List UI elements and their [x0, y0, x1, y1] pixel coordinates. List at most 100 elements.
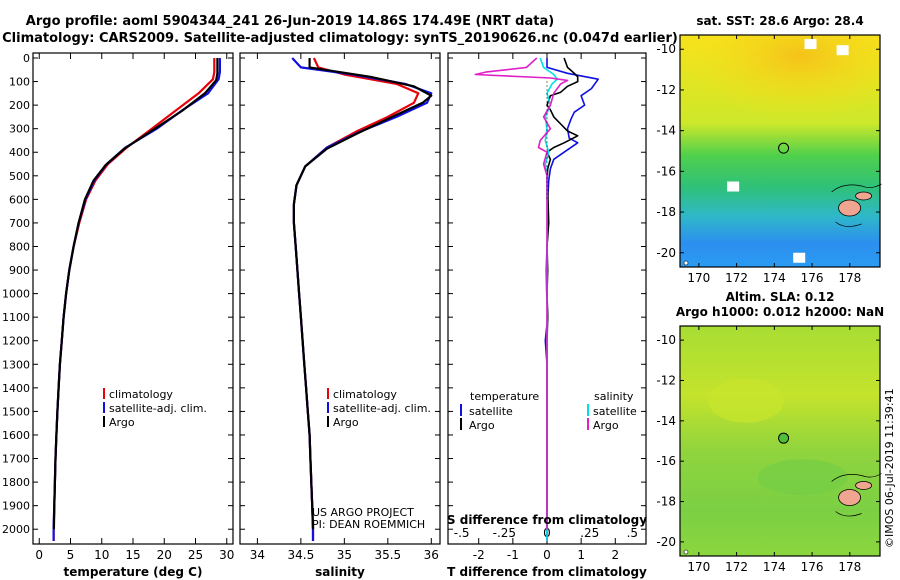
series-line-argo — [52, 58, 219, 530]
sla-map-body: -10 -12 -14 -16 -18 -20 170 172 174 176 178 — [656, 325, 882, 574]
bathymetry-contour — [835, 221, 862, 227]
sla-map: Altim. SLA: 0.12 Argo h1000: 0.012 h2000… — [656, 290, 884, 574]
sst-map-body: -10 -12 -14 -16 -18 -20 170 172 174 176 178 — [656, 34, 882, 285]
map-frame — [679, 325, 881, 557]
legend-label: Argo — [469, 419, 495, 432]
depth-tick-label: 600 — [9, 193, 30, 206]
depth-tick-label: 1100 — [2, 311, 30, 324]
legend-label: satellite — [469, 405, 513, 418]
lat-tick-label: -14 — [656, 414, 676, 428]
depth-tick-label: 1300 — [2, 358, 30, 371]
x-tick-label: 0 — [543, 548, 551, 562]
temperature-series — [52, 58, 221, 541]
depth-tick-label: 100 — [9, 76, 30, 89]
lon-tick-label: 178 — [838, 560, 861, 574]
bathymetry-contour — [831, 473, 882, 482]
s-tick-label: -.25 — [493, 526, 516, 540]
depth-tick-label: 2000 — [2, 523, 30, 536]
temperature-xlabel: temperature (deg C) — [64, 565, 203, 579]
salinity-frame — [239, 52, 441, 545]
temperature-frame — [32, 52, 234, 545]
x-tick-label: 2 — [611, 548, 619, 562]
legend-heading-temperature: temperature — [470, 390, 539, 403]
temperature-ticks: 0100200300400500600700800900100011001200… — [2, 52, 234, 562]
x-tick-label: 30 — [219, 548, 234, 562]
x-tick-label: 20 — [157, 548, 172, 562]
difference-series — [474, 57, 600, 541]
lon-tick-label: 170 — [687, 560, 710, 574]
imos-credit: ©IMOS 06-Jul-2019 11:39:41 — [883, 388, 896, 548]
lat-tick-label: -12 — [656, 83, 676, 97]
figure-title-line2: Climatology: CARS2009. Satellite-adjuste… — [2, 31, 678, 46]
x-tick-label: 1 — [577, 548, 585, 562]
sst-map: sat. SST: 28.6 Argo: 28.4 -10-12-14-16-1… — [656, 14, 882, 285]
map-missing-data — [804, 39, 817, 50]
map-missing-data — [793, 252, 806, 263]
lat-tick-label: -10 — [656, 42, 676, 56]
sla-map-title-line1: Altim. SLA: 0.12 — [726, 290, 835, 304]
map-missing-data — [836, 45, 849, 56]
lat-tick-label: -16 — [656, 164, 676, 178]
depth-tick-label: 1500 — [2, 405, 30, 418]
map-low-anomaly — [757, 459, 848, 496]
lat-tick-label: -18 — [656, 495, 676, 509]
map-warm-patch — [680, 35, 880, 140]
argo-project-label: US ARGO PROJECT — [312, 506, 414, 519]
x-tick-label: 35 — [337, 548, 352, 562]
lon-tick-label: 170 — [687, 271, 710, 285]
series-line-argo — [292, 58, 433, 530]
salinity-series — [291, 57, 433, 541]
s-tick-label: -.5 — [454, 526, 470, 540]
map-frame — [679, 34, 881, 268]
lat-tick-label: -14 — [656, 124, 676, 138]
x-tick-label: 35.5 — [374, 548, 401, 562]
argo-pi-label: PI: DEAN ROEMMICH — [312, 518, 425, 531]
s-difference-xlabel: S difference from climatology — [447, 513, 647, 527]
s-tick-label: .25 — [580, 526, 599, 540]
x-tick-label: 25 — [188, 548, 203, 562]
lon-tick-label: 176 — [801, 271, 824, 285]
lon-tick-label: 178 — [838, 271, 861, 285]
lat-tick-label: -12 — [656, 373, 676, 387]
t-difference-xlabel: T difference from climatology — [447, 565, 647, 579]
lat-tick-label: -18 — [656, 205, 676, 219]
small-island — [683, 260, 689, 266]
x-tick-label: 15 — [125, 548, 140, 562]
depth-tick-label: 800 — [9, 240, 30, 253]
depth-tick-label: 0 — [23, 52, 30, 65]
lon-tick-label: 176 — [801, 560, 824, 574]
lon-tick-label: 174 — [763, 271, 786, 285]
island-shape — [855, 481, 872, 490]
legend-label: satellite-adj. clim. — [333, 402, 431, 415]
x-tick-label: 0 — [35, 548, 43, 562]
x-tick-label: -2 — [473, 548, 485, 562]
depth-tick-label: 1700 — [2, 453, 30, 466]
x-tick-label: 34.5 — [288, 548, 315, 562]
small-island — [683, 549, 689, 555]
bathymetry-contour — [835, 511, 862, 517]
x-tick-label: 34 — [250, 548, 265, 562]
difference-panel: -2 -1 0 1 2-.5 -.25 0.25.5 temperaturesatellit… — [447, 52, 647, 579]
x-tick-label: 5 — [67, 548, 75, 562]
legend-heading-salinity: salinity — [594, 390, 634, 403]
depth-tick-label: 1800 — [2, 476, 30, 489]
map-missing-data — [727, 181, 740, 192]
sst-map-title: sat. SST: 28.6 Argo: 28.4 — [696, 14, 863, 28]
bathymetry-contour — [831, 183, 882, 193]
lat-tick-label: -20 — [656, 246, 676, 260]
s-tick-label: .5 — [627, 526, 638, 540]
legend-label: Argo — [593, 419, 619, 432]
depth-tick-label: 1900 — [2, 500, 30, 513]
lat-tick-label: -20 — [656, 535, 676, 549]
lon-tick-label: 172 — [725, 271, 748, 285]
depth-tick-label: 1200 — [2, 335, 30, 348]
legend-label: climatology — [333, 388, 397, 401]
depth-tick-label: 200 — [9, 99, 30, 112]
salinity-xlabel: salinity — [315, 565, 365, 579]
sla-map-title-line2: Argo h1000: 0.012 h2000: NaN — [676, 305, 884, 319]
argo-float-marker — [778, 432, 790, 444]
depth-tick-label: 1000 — [2, 288, 30, 301]
legend-label: Argo — [333, 416, 359, 429]
legend-label: climatology — [109, 388, 173, 401]
